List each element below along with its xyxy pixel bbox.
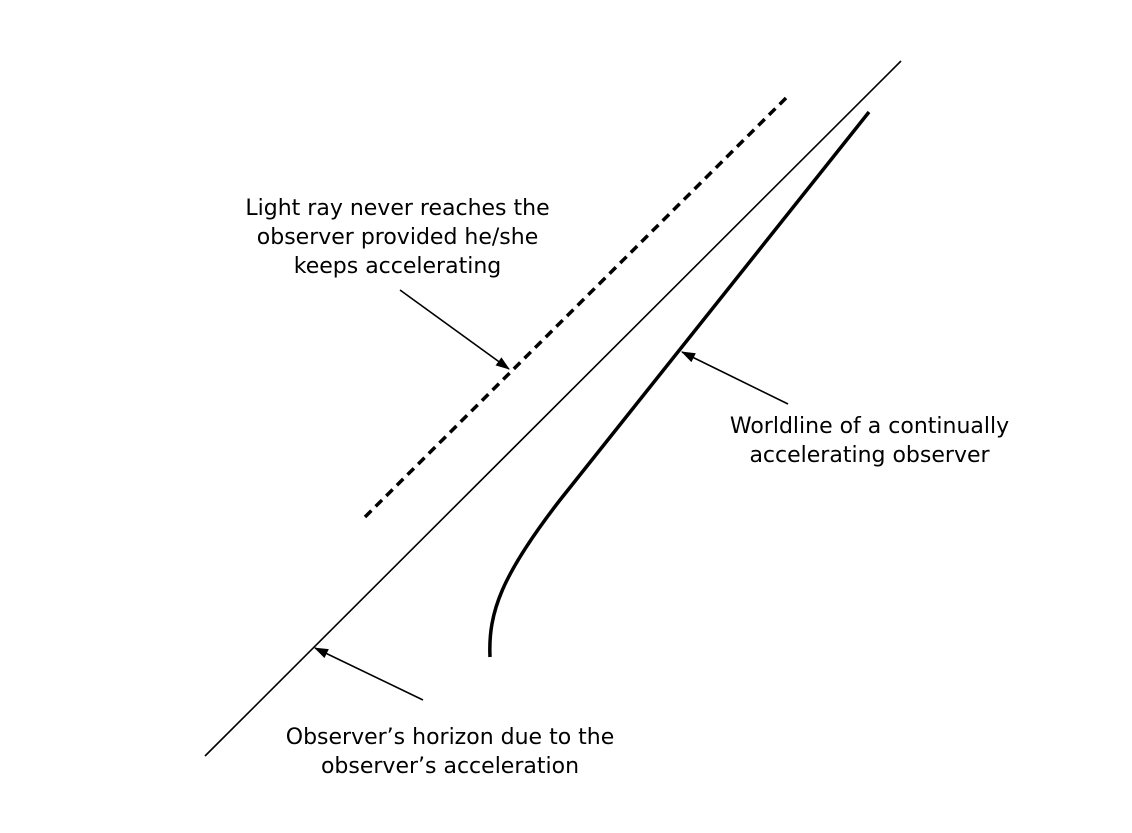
worldline-pointer-arrow <box>681 351 789 405</box>
light-ray-annotation-line-3: keeps accelerating <box>293 254 502 279</box>
light-ray-dashed-line <box>363 94 790 519</box>
light-ray-pointer-arrow <box>399 289 510 370</box>
horizon-pointer-arrow <box>314 647 424 701</box>
horizon-annotation: Observer’s horizon due to the observer’s… <box>270 723 630 781</box>
worldline-annotation-line-2: accelerating observer <box>749 443 990 468</box>
horizon-annotation-line-2: observer’s acceleration <box>320 754 580 779</box>
light-ray-annotation-line-2: observer provided he/she <box>256 225 539 250</box>
light-ray-annotation: Light ray never reaches the observer pro… <box>225 194 570 281</box>
worldline-annotation: Worldline of a continually accelerating … <box>712 412 1027 470</box>
worldline-curve <box>488 110 871 658</box>
horizon-line <box>204 60 902 757</box>
light-ray-annotation-line-1: Light ray never reaches the <box>245 196 550 221</box>
worldline-annotation-line-1: Worldline of a continually <box>729 414 1010 439</box>
horizon-annotation-line-1: Observer’s horizon due to the <box>285 725 615 750</box>
